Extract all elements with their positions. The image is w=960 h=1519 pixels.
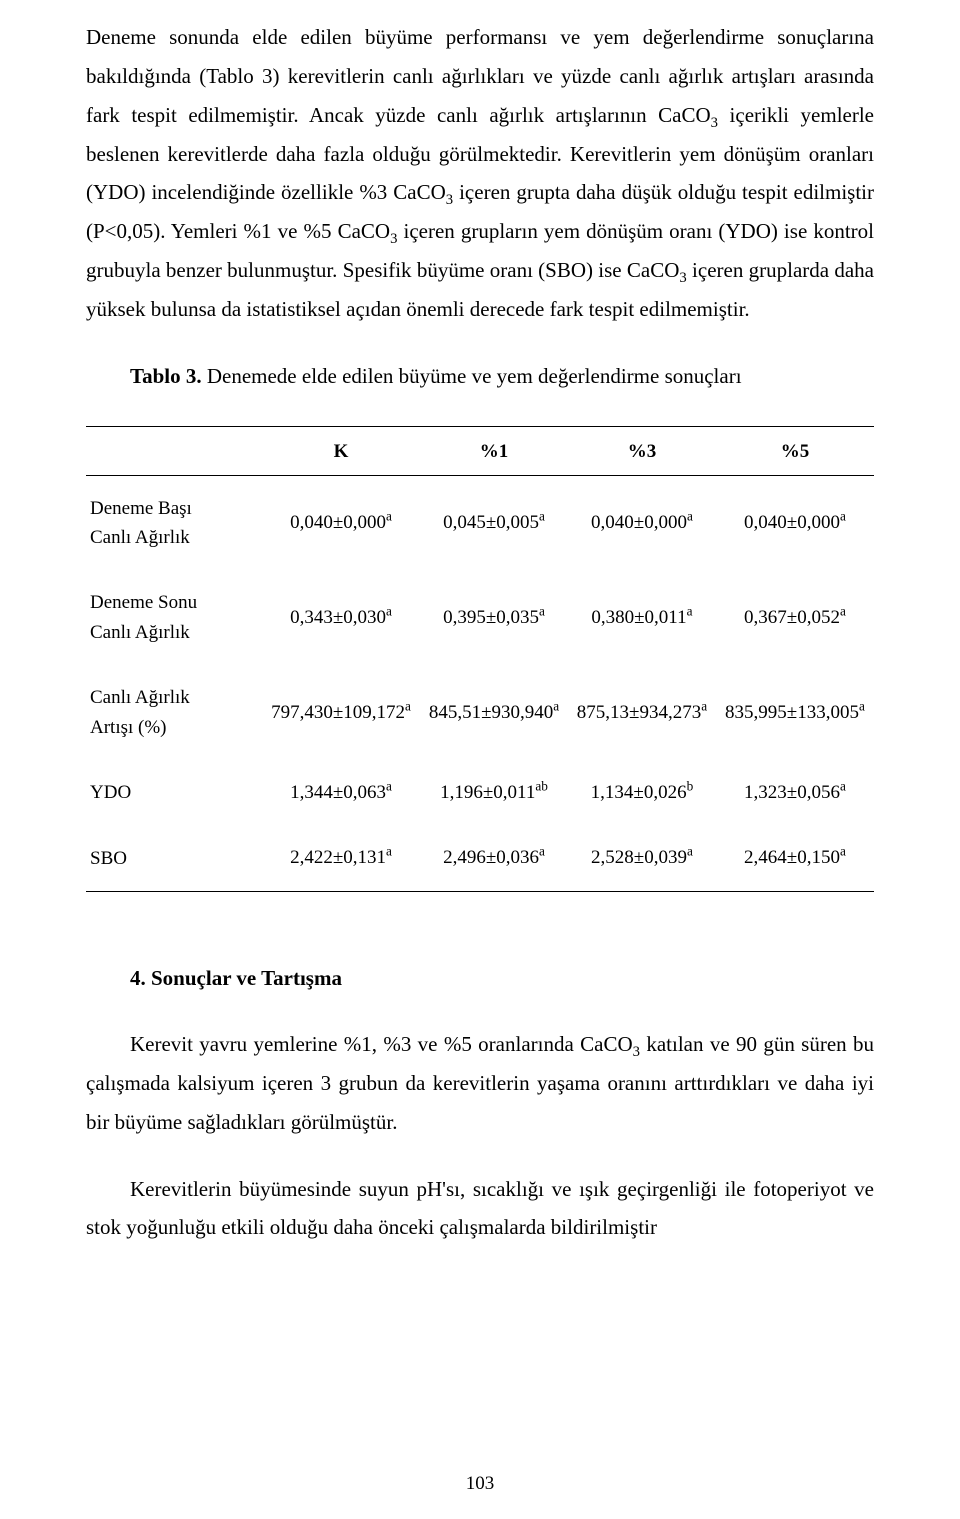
table-cell: 0,395±0,035a: [420, 570, 568, 665]
table-cell: 797,430±109,172a: [262, 665, 420, 760]
table-cell: 1,134±0,026b: [568, 760, 716, 825]
table-header: %3: [568, 426, 716, 475]
table-cell: 0,343±0,030a: [262, 570, 420, 665]
table-cell: 0,045±0,005a: [420, 475, 568, 570]
table-rowhead: Deneme Sonu Canlı Ağırlık: [86, 570, 262, 665]
section4-paragraph-2: Kerevitlerin büyümesinde suyun pH'sı, sı…: [86, 1170, 874, 1248]
table-row: YDO1,344±0,063a1,196±0,011ab1,134±0,026b…: [86, 760, 874, 825]
table-caption-text: Denemede elde edilen büyüme ve yem değer…: [202, 364, 742, 388]
table-rowhead: Deneme Başı Canlı Ağırlık: [86, 475, 262, 570]
table-row: Canlı Ağırlık Artışı (%)797,430±109,172a…: [86, 665, 874, 760]
table-cell: 2,528±0,039a: [568, 826, 716, 892]
table-header: K: [262, 426, 420, 475]
table-row: Deneme Sonu Canlı Ağırlık0,343±0,030a0,3…: [86, 570, 874, 665]
table-header: %1: [420, 426, 568, 475]
table-label: Tablo 3.: [130, 364, 202, 388]
table-cell: 1,196±0,011ab: [420, 760, 568, 825]
table-row: Deneme Başı Canlı Ağırlık0,040±0,000a0,0…: [86, 475, 874, 570]
table-cell: 2,496±0,036a: [420, 826, 568, 892]
table-cell: 0,040±0,000a: [716, 475, 874, 570]
table-cell: 0,367±0,052a: [716, 570, 874, 665]
table-cell: 2,422±0,131a: [262, 826, 420, 892]
table-cell: 835,995±133,005a: [716, 665, 874, 760]
table-cell: 0,380±0,011a: [568, 570, 716, 665]
table-cell: 875,13±934,273a: [568, 665, 716, 760]
section4-paragraph-1: Kerevit yavru yemlerine %1, %3 ve %5 ora…: [86, 1025, 874, 1142]
page-number: 103: [0, 1473, 960, 1495]
table-body: Deneme Başı Canlı Ağırlık0,040±0,000a0,0…: [86, 475, 874, 892]
page: Deneme sonunda elde edilen büyüme perfor…: [0, 0, 960, 1519]
table-row: SBO2,422±0,131a2,496±0,036a2,528±0,039a2…: [86, 826, 874, 892]
table-rowhead: SBO: [86, 826, 262, 892]
table-cell: 845,51±930,940a: [420, 665, 568, 760]
table-cell: 0,040±0,000a: [568, 475, 716, 570]
results-table: K %1 %3 %5 Deneme Başı Canlı Ağırlık0,04…: [86, 426, 874, 893]
table-header-blank: [86, 426, 262, 475]
table-header: %5: [716, 426, 874, 475]
table-cell: 2,464±0,150a: [716, 826, 874, 892]
section-heading-4: 4. Sonuçlar ve Tartışma: [86, 966, 874, 991]
table-cell: 1,344±0,063a: [262, 760, 420, 825]
paragraph-intro: Deneme sonunda elde edilen büyüme perfor…: [86, 18, 874, 329]
table-cell: 1,323±0,056a: [716, 760, 874, 825]
table-rowhead: YDO: [86, 760, 262, 825]
table-caption: Tablo 3. Denemede elde edilen büyüme ve …: [86, 357, 874, 396]
table-cell: 0,040±0,000a: [262, 475, 420, 570]
table-header-row: K %1 %3 %5: [86, 426, 874, 475]
table-rowhead: Canlı Ağırlık Artışı (%): [86, 665, 262, 760]
